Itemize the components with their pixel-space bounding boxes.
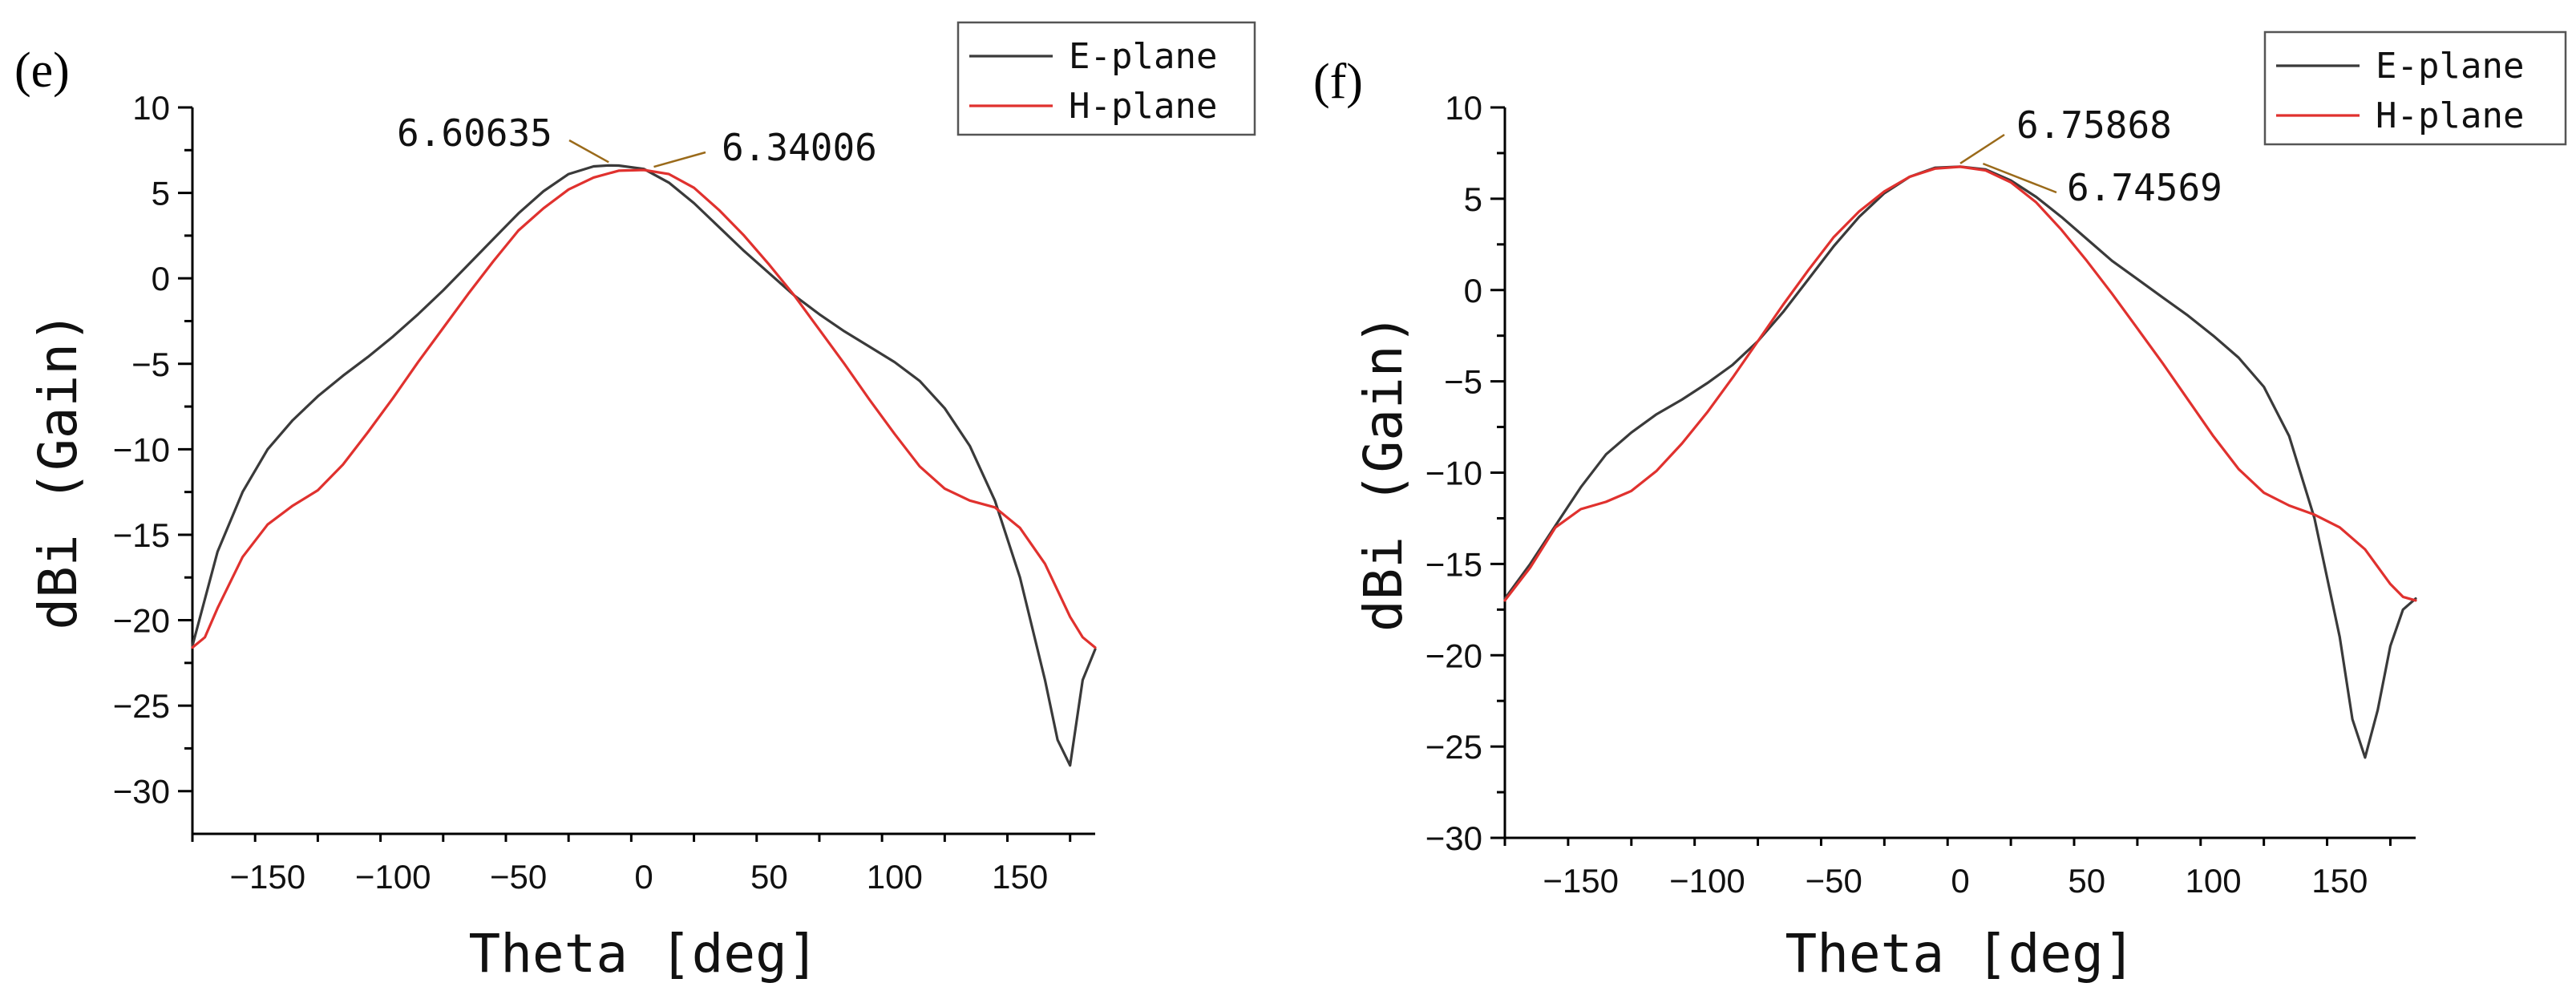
x-axis-title: Theta [deg]: [468, 923, 819, 985]
legend: E-plane H-plane: [2263, 30, 2567, 146]
legend: E-plane H-plane: [956, 21, 1256, 136]
series-e-plane: [1503, 165, 2417, 759]
legend-entry: E-plane: [2376, 46, 2524, 87]
x-tick-label: 50: [750, 858, 788, 896]
annotation-label: 6.34006: [722, 126, 877, 169]
y-tick-label: −30: [1425, 819, 1482, 857]
legend-entry: H-plane: [1069, 86, 1217, 127]
y-tick-label: −5: [131, 346, 170, 383]
y-tick-label: −5: [1444, 363, 1482, 401]
y-axis-title: dBi (Gain): [1353, 313, 1414, 632]
x-tick-label: −100: [355, 858, 431, 896]
y-tick-label: −15: [113, 516, 170, 554]
legend-box: [2263, 30, 2567, 146]
annotation-leader: [1959, 133, 2005, 164]
y-tick-label: 0: [1464, 272, 1482, 309]
series-h-plane: [1503, 165, 2417, 602]
y-tick-label: −25: [113, 687, 170, 725]
series-e-plane: [191, 164, 1097, 767]
annotation-label: 6.75868: [2016, 103, 2172, 147]
x-tick-label: 100: [2186, 862, 2242, 900]
y-tick-label: −20: [1425, 637, 1482, 674]
legend-entry: E-plane: [1069, 36, 1217, 77]
y-tick-label: 10: [1445, 89, 1482, 127]
y-tick-label: 5: [152, 175, 170, 212]
chart-panel-e: (e)−150 −100 −50 0 50 100 1501050−5−10−15−20−2…: [14, 21, 1256, 985]
annotation-leader: [568, 139, 609, 164]
chart-panel-f: (f)−150 −100 −50 0 50 100 1501050−5−10−15−20−2…: [1313, 30, 2567, 985]
y-axis-title: dBi (Gain): [27, 311, 89, 629]
x-tick-label: −50: [490, 858, 547, 896]
x-tick-label: 150: [992, 858, 1048, 896]
panel-label: (f): [1313, 55, 1363, 109]
x-tick-label: 150: [2311, 862, 2368, 900]
annotation-leader: [1982, 162, 2057, 194]
annotation-label: 6.74569: [2067, 166, 2222, 209]
x-tick-label: 0: [634, 858, 653, 896]
series-h-plane: [191, 168, 1097, 649]
y-tick-label: 0: [152, 260, 170, 297]
x-tick-label: 100: [867, 858, 923, 896]
y-tick-label: −15: [1425, 545, 1482, 583]
annotation-label: 6.60635: [397, 111, 552, 155]
x-tick-label: −150: [1543, 862, 1619, 900]
y-tick-label: 10: [132, 89, 170, 127]
x-tick-label: −100: [1669, 862, 1745, 900]
panel-label: (e): [14, 43, 70, 98]
y-tick-label: −10: [1425, 455, 1482, 492]
y-tick-label: −30: [113, 773, 170, 811]
y-tick-label: −25: [1425, 728, 1482, 766]
x-tick-label: 0: [1951, 862, 1969, 900]
x-tick-label: −150: [230, 858, 306, 896]
x-axis-title: Theta [deg]: [1785, 923, 2135, 985]
annotation-leader: [653, 151, 706, 168]
y-tick-label: −20: [113, 602, 170, 640]
x-tick-label: −50: [1806, 862, 1862, 900]
y-tick-label: 5: [1464, 180, 1482, 218]
y-tick-label: −10: [113, 431, 170, 468]
x-tick-label: 50: [2068, 862, 2105, 900]
legend-box: [956, 21, 1256, 136]
legend-entry: H-plane: [2376, 95, 2524, 136]
